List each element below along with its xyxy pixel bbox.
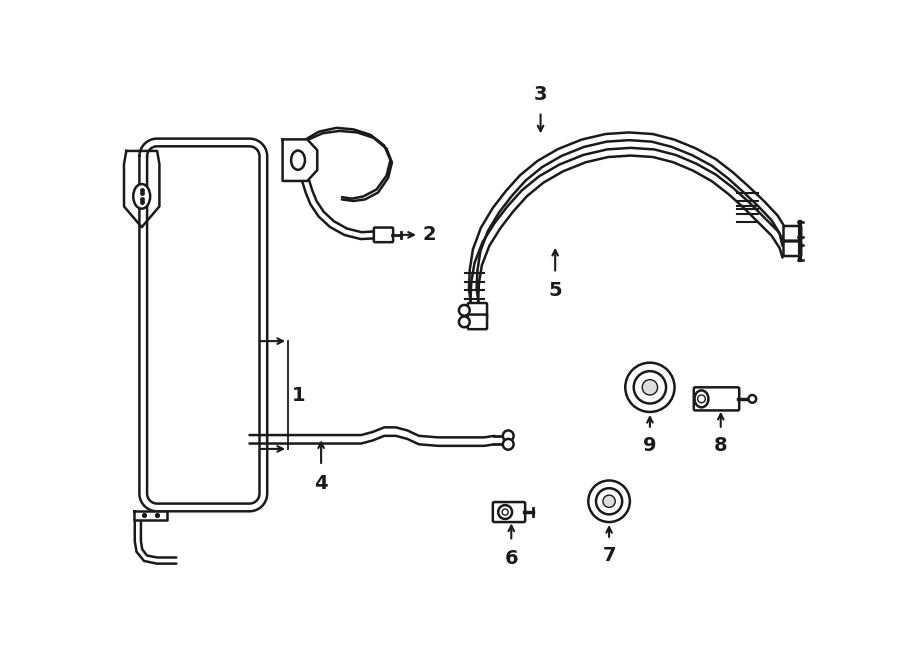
FancyBboxPatch shape bbox=[784, 226, 801, 241]
FancyBboxPatch shape bbox=[468, 315, 487, 329]
FancyBboxPatch shape bbox=[468, 303, 487, 318]
Circle shape bbox=[502, 509, 508, 515]
Circle shape bbox=[643, 379, 658, 395]
Circle shape bbox=[698, 395, 706, 403]
Circle shape bbox=[749, 395, 756, 403]
Circle shape bbox=[589, 481, 630, 522]
Ellipse shape bbox=[291, 151, 305, 170]
Text: 5: 5 bbox=[548, 281, 562, 300]
FancyBboxPatch shape bbox=[694, 387, 739, 410]
Ellipse shape bbox=[695, 391, 708, 407]
Circle shape bbox=[626, 363, 674, 412]
Ellipse shape bbox=[133, 184, 150, 209]
Circle shape bbox=[459, 305, 470, 316]
Text: 9: 9 bbox=[644, 436, 657, 455]
Circle shape bbox=[503, 430, 514, 442]
Circle shape bbox=[459, 317, 470, 327]
Circle shape bbox=[596, 488, 622, 514]
FancyBboxPatch shape bbox=[784, 241, 801, 256]
Text: 7: 7 bbox=[602, 546, 616, 565]
Text: 3: 3 bbox=[534, 85, 547, 104]
Text: 4: 4 bbox=[314, 473, 328, 492]
Text: 1: 1 bbox=[292, 385, 305, 405]
Text: 2: 2 bbox=[423, 225, 436, 245]
FancyBboxPatch shape bbox=[493, 502, 526, 522]
Circle shape bbox=[499, 505, 512, 519]
Circle shape bbox=[603, 495, 616, 508]
FancyBboxPatch shape bbox=[374, 227, 393, 242]
Circle shape bbox=[634, 371, 666, 403]
Circle shape bbox=[503, 439, 514, 449]
Polygon shape bbox=[134, 510, 167, 520]
Polygon shape bbox=[283, 139, 318, 181]
Text: 8: 8 bbox=[714, 436, 727, 455]
Text: 6: 6 bbox=[505, 549, 518, 568]
Polygon shape bbox=[124, 151, 159, 227]
